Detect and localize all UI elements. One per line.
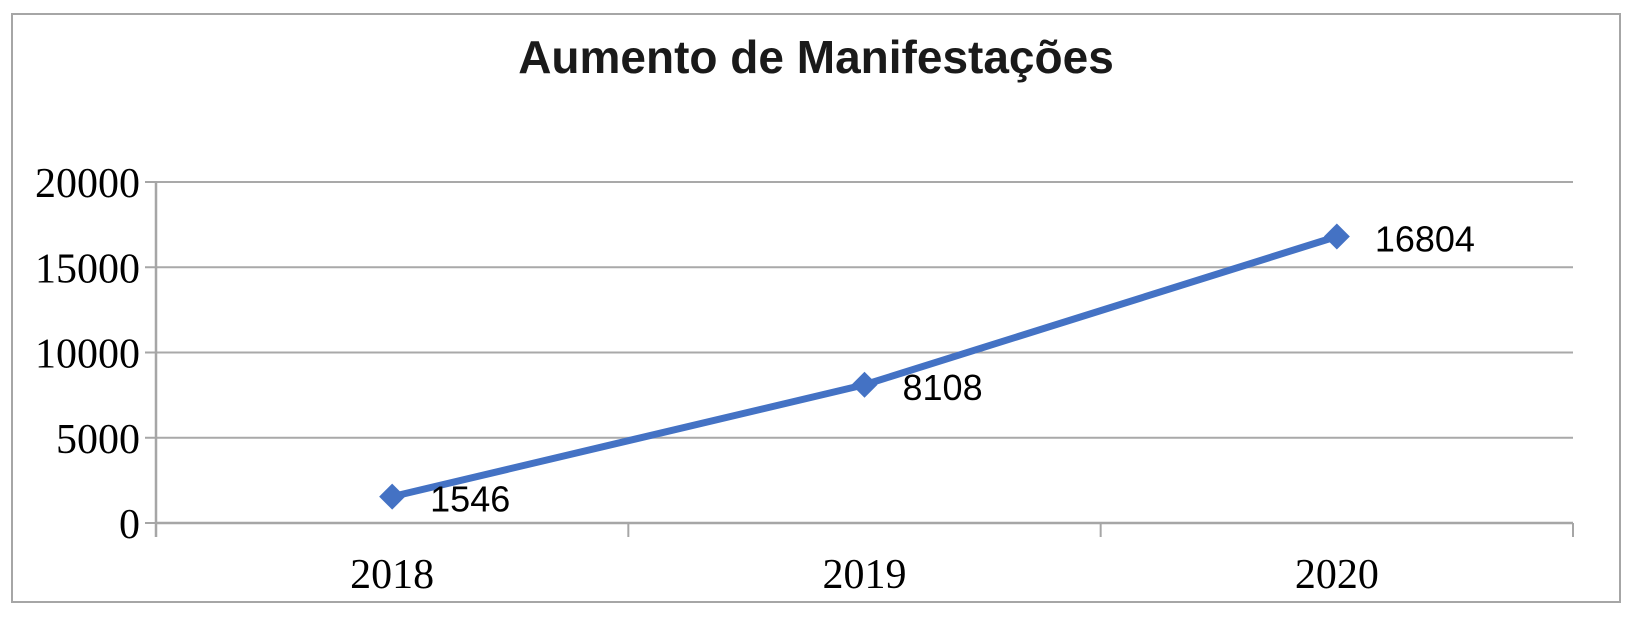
chart-border <box>11 13 1621 603</box>
y-tick-label: 15000 <box>35 246 140 292</box>
data-point-label: 1546 <box>430 479 510 520</box>
y-tick-label: 5000 <box>56 417 140 463</box>
x-category-label: 2020 <box>1295 552 1379 598</box>
data-point-marker <box>1323 223 1350 250</box>
x-category-label: 2019 <box>823 552 907 598</box>
data-point-label: 8108 <box>903 367 983 408</box>
data-point-marker <box>851 371 878 398</box>
data-point-marker <box>379 483 406 510</box>
chart-title: Aumento de Manifestações <box>518 31 1114 83</box>
y-tick-label: 20000 <box>35 161 140 207</box>
x-category-label: 2018 <box>350 552 434 598</box>
data-point-label: 16804 <box>1375 218 1475 259</box>
y-tick-label: 0 <box>119 502 140 548</box>
y-tick-label: 10000 <box>35 332 140 378</box>
